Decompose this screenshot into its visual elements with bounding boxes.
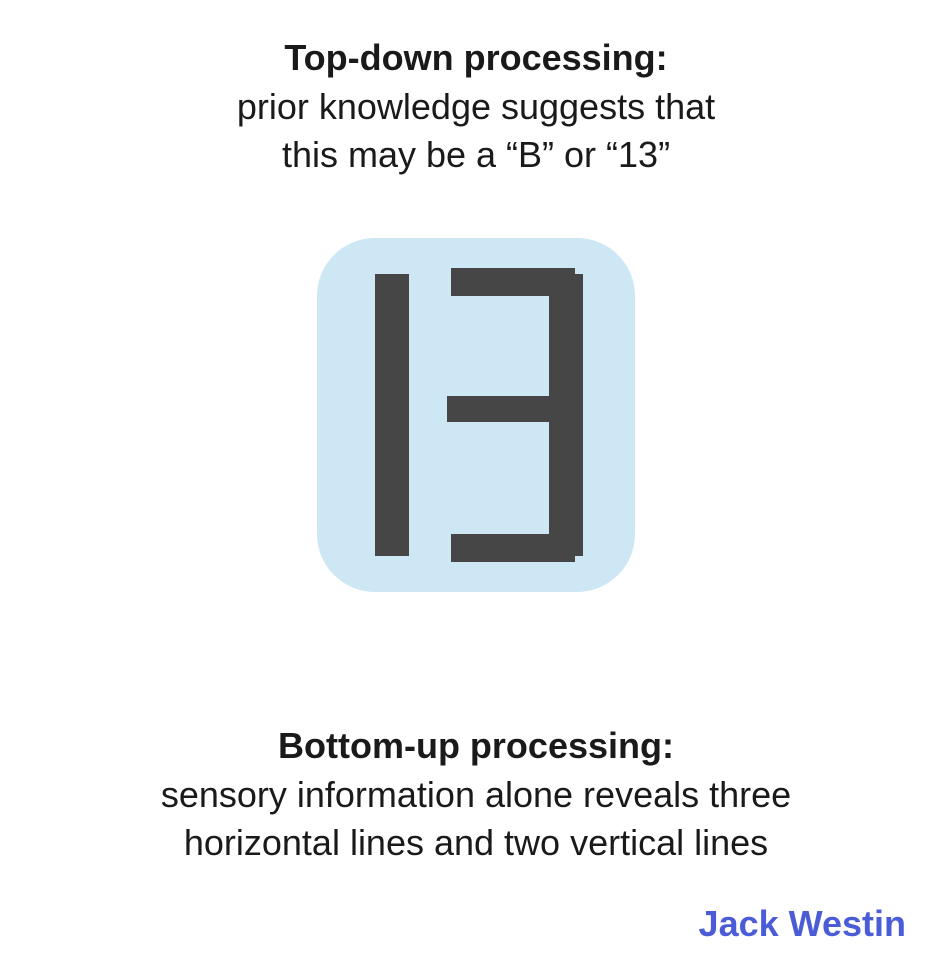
bottom-heading: Bottom-up processing: [0, 722, 952, 771]
bottom-body-line2: horizontal lines and two vertical lines [0, 819, 952, 868]
top-heading: Top-down processing: [0, 34, 952, 83]
top-text-block: Top-down processing: prior knowledge sug… [0, 34, 952, 180]
bottom-text-block: Bottom-up processing: sensory informatio… [0, 722, 952, 868]
bottom-body-line1: sensory information alone reveals three [0, 771, 952, 820]
segment-left-vertical [375, 274, 409, 556]
attribution-text: Jack Westin [699, 903, 906, 945]
ambiguous-figure [317, 238, 635, 592]
segment-bot-horizontal [451, 534, 575, 562]
top-body-line1: prior knowledge suggests that [0, 83, 952, 132]
top-body-line2: this may be a “B” or “13” [0, 131, 952, 180]
segment-mid-horizontal [447, 396, 575, 422]
